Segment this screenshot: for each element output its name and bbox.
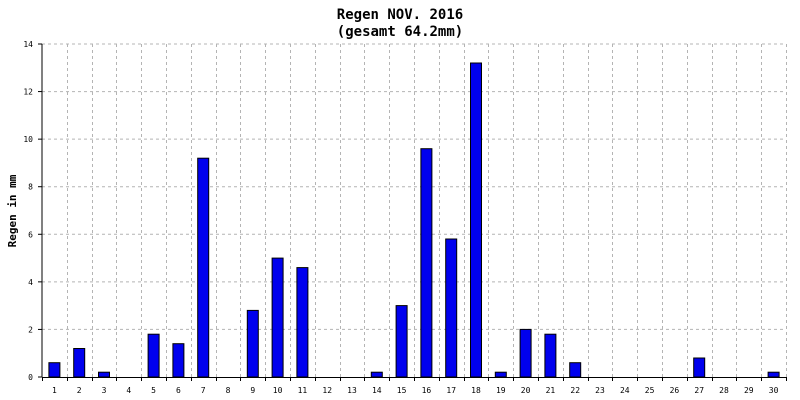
x-tick-label: 23 [595, 386, 605, 395]
x-tick-label: 20 [521, 386, 531, 395]
bar [246, 309, 259, 378]
bar [569, 362, 582, 378]
x-tick-label: 15 [397, 386, 407, 395]
axes [38, 43, 787, 381]
x-tick-label: 12 [322, 386, 332, 395]
x-tick-label: 3 [102, 386, 107, 395]
x-tick-label: 13 [347, 386, 357, 395]
bar [172, 343, 185, 378]
y-axis-label: Regen in mm [6, 174, 19, 247]
x-tick-label: 29 [744, 386, 754, 395]
x-tick-label: 27 [694, 386, 704, 395]
bar [98, 371, 110, 378]
y-tick-label: 10 [23, 135, 33, 144]
bar [693, 357, 706, 378]
bar [494, 371, 507, 378]
x-tick-label: 9 [250, 386, 255, 395]
chart-subtitle: (gesamt 64.2mm) [337, 24, 463, 40]
x-tick-label: 8 [226, 386, 231, 395]
x-tick-label: 21 [546, 386, 556, 395]
x-tick-label: 25 [645, 386, 655, 395]
y-tick-label: 8 [28, 183, 33, 192]
x-tick-label: 18 [471, 386, 481, 395]
x-tick-label: 2 [77, 386, 82, 395]
bar [767, 371, 780, 378]
bar [296, 267, 309, 378]
x-tick-label: 14 [372, 386, 382, 395]
bar [147, 333, 160, 378]
x-tick-label: 30 [769, 386, 779, 395]
x-tick-label: 4 [126, 386, 131, 395]
x-tick-label: 16 [422, 386, 432, 395]
bar [271, 257, 284, 378]
bar [395, 305, 408, 378]
x-tick-label: 24 [620, 386, 630, 395]
x-tick-label: 26 [670, 386, 680, 395]
bar [48, 362, 61, 378]
y-tick-label: 0 [28, 373, 33, 382]
x-tick-label: 6 [176, 386, 181, 395]
bar [197, 157, 210, 378]
x-tick-label: 11 [298, 386, 308, 395]
bar [445, 238, 458, 378]
y-tick-label: 14 [23, 40, 33, 49]
x-tick-label: 7 [201, 386, 206, 395]
x-tick-label: 17 [446, 386, 456, 395]
x-ticks: 1 2 3 4 5 6 7 8 9 10 11 12 13 14 15 16 17 18 19 20 21 22 23 24 2… [52, 386, 779, 395]
bar [544, 333, 557, 378]
y-tick-label: 4 [28, 278, 33, 287]
y-ticks: 0 2 4 6 8 10 12 14 [23, 40, 33, 382]
bar [370, 371, 383, 378]
bar [470, 62, 482, 378]
x-tick-label: 1 [52, 386, 57, 395]
x-tick-label: 19 [496, 386, 506, 395]
bar [73, 348, 86, 378]
x-tick-label: 28 [719, 386, 729, 395]
bar [420, 148, 433, 378]
grid-lines [42, 43, 787, 377]
y-tick-label: 12 [23, 88, 33, 97]
x-tick-label: 22 [570, 386, 580, 395]
x-tick-label: 10 [273, 386, 283, 395]
x-tick-label: 5 [151, 386, 156, 395]
y-tick-label: 6 [28, 230, 33, 239]
bar [519, 328, 532, 378]
chart-title: Regen NOV. 2016 [337, 7, 463, 23]
y-tick-label: 2 [28, 325, 33, 334]
